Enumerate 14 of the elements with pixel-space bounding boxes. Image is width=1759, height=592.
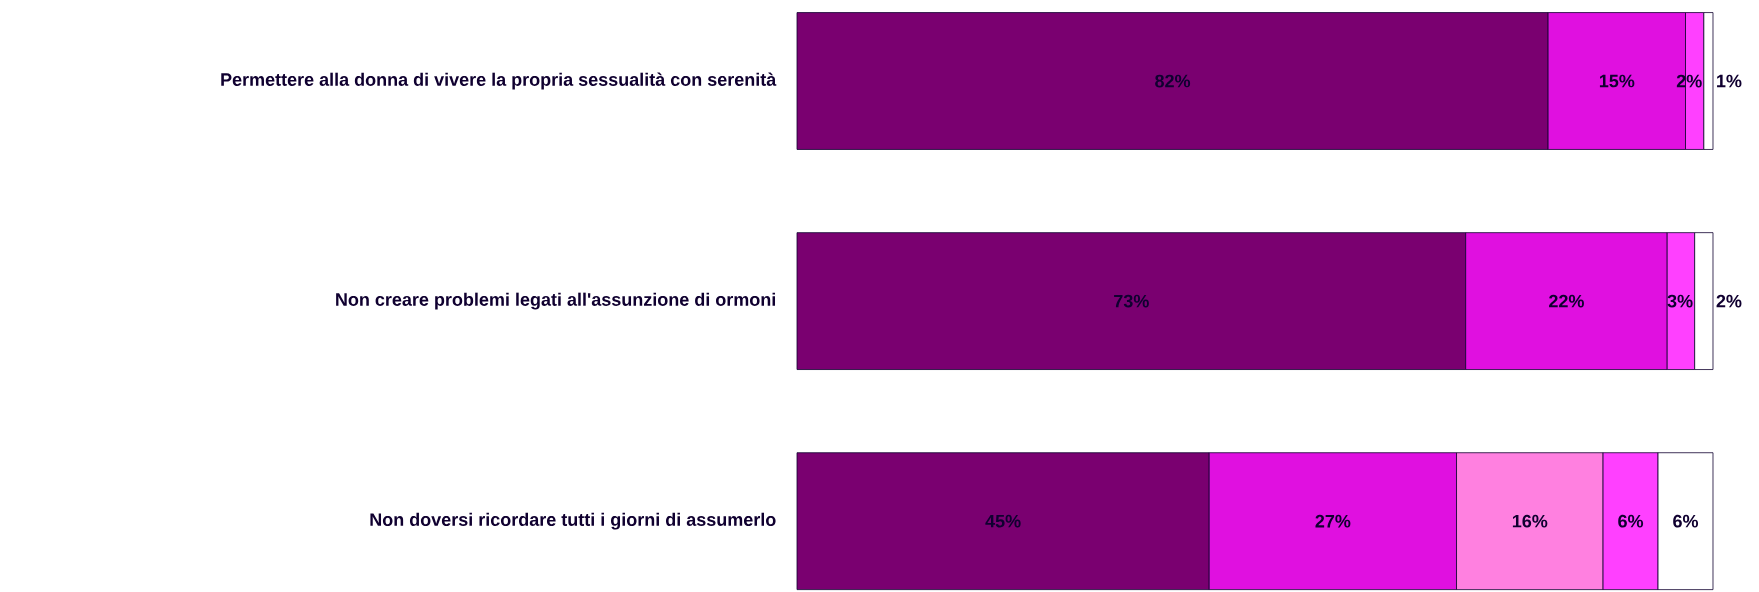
data-label: 2% bbox=[1716, 294, 1742, 308]
data-label: 6% bbox=[1673, 514, 1699, 528]
y-tick-label: Non doversi ricordare tutti i giorni di assumerlo bbox=[370, 512, 776, 530]
data-label: 15% bbox=[1599, 74, 1635, 88]
y-tick-label: Permettere alla donna di vivere la propria sessualità con serenità bbox=[221, 72, 777, 90]
data-label: 22% bbox=[1549, 294, 1584, 308]
y-tick-label: Non creare problemi legati all'assunzione di ormoni bbox=[336, 292, 776, 310]
data-label: 45% bbox=[985, 514, 1021, 528]
data-label: 6% bbox=[1618, 514, 1644, 528]
data-label: 73% bbox=[1114, 294, 1149, 308]
data-label: 82% bbox=[1155, 74, 1191, 88]
data-label: 27% bbox=[1315, 514, 1351, 528]
data-label: 16% bbox=[1512, 514, 1548, 528]
data-label: 1% bbox=[1717, 74, 1742, 88]
